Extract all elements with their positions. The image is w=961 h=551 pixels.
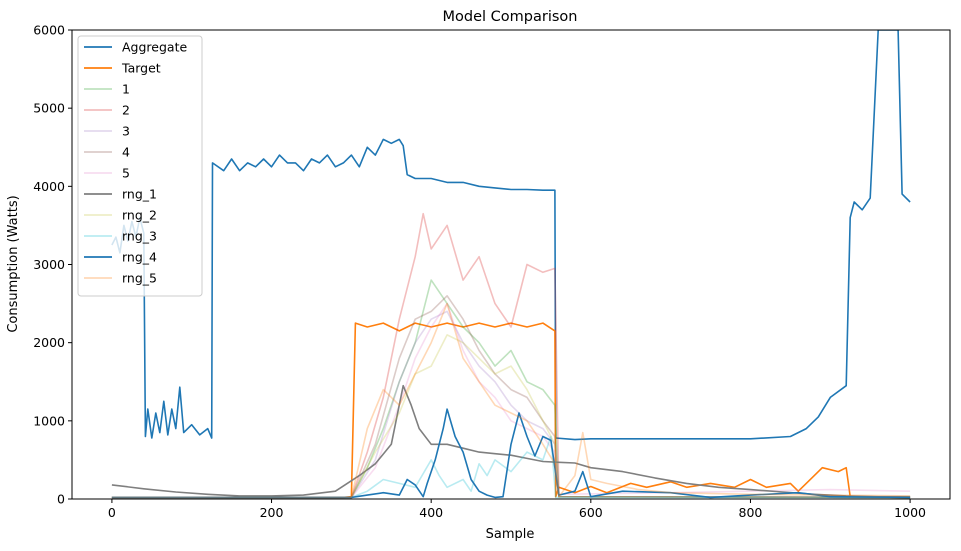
legend-label: 5: [122, 166, 130, 181]
series-line-3: [111, 310, 911, 499]
legend-label: 1: [122, 82, 130, 97]
series-line-target: [111, 322, 911, 499]
x-axis-ticks: 0 200 400 600 800 1000: [108, 499, 926, 520]
legend-label: Aggregate: [122, 40, 187, 55]
chart-title: Model Comparison: [443, 9, 578, 25]
y-tick-label: 2000: [33, 335, 65, 350]
x-tick-label: 200: [260, 505, 284, 520]
legend-label: 2: [122, 103, 130, 118]
y-axis-label: Consumption (Watts): [6, 195, 21, 332]
legend-label: rng_3: [122, 229, 157, 244]
legend-label: 4: [122, 145, 130, 160]
series-line-rng-1: [111, 384, 911, 498]
plot-lines: [111, 30, 911, 499]
x-tick-label: 600: [579, 505, 603, 520]
legend-box: [77, 35, 203, 297]
series-line-rng-3: [111, 435, 911, 499]
y-tick-label: 1000: [33, 413, 65, 428]
series-line-rng-5: [111, 302, 911, 499]
legend-label: rng_4: [122, 250, 157, 265]
legend-label: 3: [122, 124, 130, 139]
x-tick-label: 0: [108, 505, 116, 520]
y-tick-label: 0: [57, 492, 65, 507]
series-line-aggregate: [111, 30, 911, 441]
y-tick-label: 6000: [33, 23, 65, 38]
series-line-rng-4: [111, 408, 911, 499]
y-tick-label: 4000: [33, 179, 65, 194]
series-line-2: [111, 212, 911, 499]
legend-label: rng_5: [122, 271, 157, 286]
x-axis-label: Sample: [486, 527, 535, 542]
series-line-rng-2: [111, 334, 911, 499]
y-axis-ticks: 0 1000 2000 3000 4000 5000 6000: [33, 23, 72, 507]
plot-frame: [71, 29, 951, 500]
x-tick-label: 1000: [894, 505, 926, 520]
legend-label: Target: [121, 61, 161, 76]
x-tick-label: 400: [419, 505, 443, 520]
x-tick-label: 800: [739, 505, 763, 520]
series-line-5: [111, 302, 911, 499]
series-line-4: [111, 294, 911, 499]
series-line-1: [111, 279, 911, 499]
y-tick-label: 5000: [33, 101, 65, 116]
legend-label: rng_1: [122, 187, 157, 202]
y-tick-label: 3000: [33, 257, 65, 272]
legend-label: rng_2: [122, 208, 157, 223]
legend: Aggregate Target 1 2 3 4 5 rng_1 rng_2 rng_3 rng_4…: [77, 35, 203, 297]
